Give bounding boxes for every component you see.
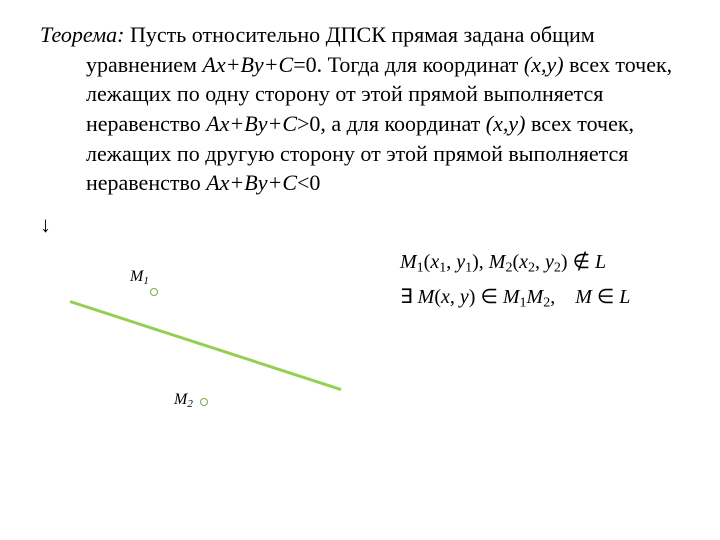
theorem-xy1: (x,y): [524, 52, 564, 77]
theorem-p2: =0. Тогда для координат: [293, 52, 524, 77]
theorem-p4: >0, а для координат: [297, 111, 486, 136]
math-row-1: M1(x1, y1), M2(x2, y2) ∉ L: [400, 245, 630, 280]
label-M1: M1: [130, 268, 149, 287]
line-L: [70, 300, 342, 391]
point-M2: [200, 398, 208, 406]
theorem-p6: <0: [297, 170, 320, 195]
theorem-eq3: Ax+By+C: [206, 170, 297, 195]
math-conditions: M1(x1, y1), M2(x2, y2) ∉ L ∃ M(x, y) ∈ M…: [400, 245, 630, 316]
theorem-text: Теорема: Пусть относительно ДПСК прямая …: [40, 20, 680, 198]
theorem-xy2: (x,y): [486, 111, 526, 136]
half-plane-diagram: M1 M2: [40, 240, 360, 440]
theorem-eq1: Ax+By+C: [202, 52, 293, 77]
theorem-label: Теорема:: [40, 22, 125, 47]
point-M1: [150, 288, 158, 296]
theorem-eq2: Ax+By+C: [206, 111, 297, 136]
label-M2: M2: [174, 391, 193, 410]
math-row-2: ∃ M(x, y) ∈ M1M2, M ∈ L: [400, 280, 630, 315]
down-arrow-icon: ↓: [40, 212, 680, 238]
